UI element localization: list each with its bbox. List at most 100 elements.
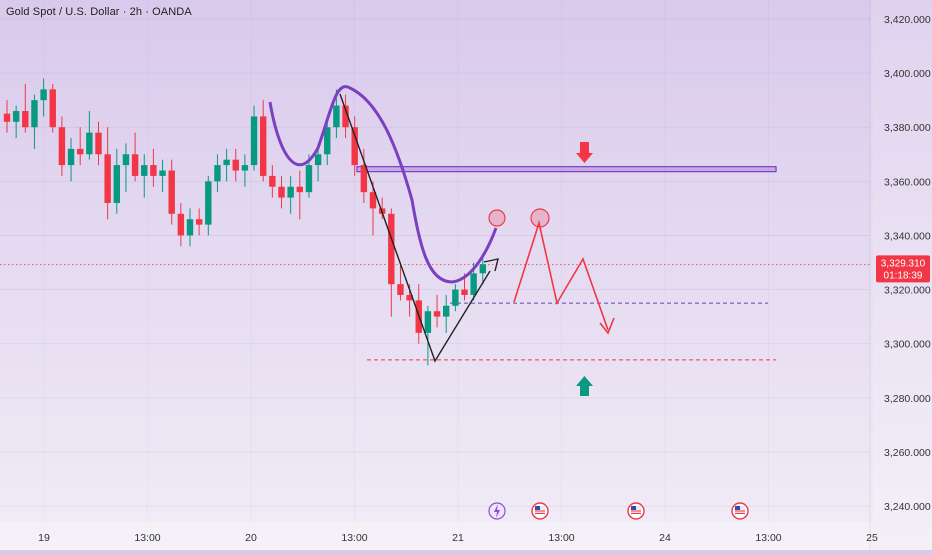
candle <box>12 105 20 139</box>
candle-body <box>369 192 377 209</box>
annotations-drawings[interactable] <box>268 85 615 396</box>
candle <box>205 175 212 236</box>
candle-body <box>150 165 157 176</box>
candle-body <box>461 289 468 295</box>
y-tick-label: 3,360.000 <box>884 176 931 188</box>
y-tick-label: 3,320.000 <box>884 285 931 297</box>
candle <box>296 170 303 220</box>
sell-arrow-icon[interactable] <box>576 142 593 163</box>
candle <box>241 154 249 187</box>
candle-body <box>443 305 450 317</box>
candle <box>58 116 66 176</box>
candle <box>22 83 29 133</box>
candle-body <box>159 170 166 176</box>
candles <box>3 78 486 366</box>
candle-body <box>433 311 441 317</box>
candle <box>159 159 166 193</box>
grid <box>0 18 870 507</box>
candle <box>186 208 194 247</box>
x-tick-label: 25 <box>866 532 878 544</box>
buy-arrow-icon[interactable] <box>576 376 593 396</box>
projection-arrowhead[interactable] <box>599 317 615 335</box>
candle <box>260 100 267 182</box>
candle <box>77 127 84 166</box>
candle <box>67 138 75 182</box>
candle-body <box>177 213 185 236</box>
candle-body <box>406 294 413 301</box>
candle-body <box>333 105 340 128</box>
candle-body <box>424 311 432 333</box>
candle <box>360 148 368 203</box>
candle-body <box>278 186 285 198</box>
x-tick-label: 13:00 <box>341 532 367 544</box>
highlight-circle[interactable] <box>530 208 550 228</box>
candle-body <box>250 116 258 166</box>
candle <box>3 100 11 133</box>
us-flag-icon[interactable] <box>531 502 549 520</box>
candle-body <box>232 159 239 171</box>
candle <box>424 305 432 366</box>
x-tick-label: 21 <box>452 532 464 544</box>
candle-body <box>77 148 84 155</box>
event-markers[interactable] <box>488 502 749 520</box>
trend-curve[interactable] <box>268 85 498 284</box>
candle <box>104 127 111 220</box>
candle-body <box>314 154 322 166</box>
projection-path[interactable] <box>513 219 609 331</box>
v-pattern-arrowhead[interactable] <box>483 258 499 272</box>
candle-body <box>141 165 148 176</box>
candle-body <box>131 154 139 176</box>
v-pattern-line[interactable] <box>339 93 491 363</box>
candle <box>95 121 102 166</box>
candle <box>369 181 377 236</box>
candle-body <box>305 165 313 193</box>
us-flag-icon[interactable] <box>731 502 749 520</box>
candle-body <box>95 132 102 155</box>
time-axis[interactable]: 1913:002013:002113:002413:002513:002613:… <box>0 522 932 550</box>
candle <box>232 148 239 182</box>
candle-body <box>452 289 459 306</box>
lightning-icon[interactable] <box>488 502 506 520</box>
candle-body <box>214 165 221 182</box>
resistance-zone[interactable] <box>356 166 777 173</box>
symbol-title[interactable]: Gold Spot / U.S. Dollar · 2h · OANDA <box>6 6 192 18</box>
candle-body <box>324 127 331 155</box>
candle <box>141 154 148 198</box>
highlight-circle[interactable] <box>488 209 506 227</box>
candle <box>131 132 139 182</box>
candle-body <box>223 159 230 166</box>
candle-body <box>296 186 303 193</box>
us-flag-icon-canton <box>735 506 740 510</box>
y-tick-label: 3,420.000 <box>884 14 931 26</box>
y-tick-label: 3,300.000 <box>884 339 931 351</box>
candle-body <box>351 127 358 166</box>
candle <box>40 78 47 117</box>
y-tick-label: 3,280.000 <box>884 393 931 405</box>
candle <box>479 257 486 285</box>
candle-body <box>31 100 38 128</box>
candle-body <box>22 110 29 128</box>
price-axis[interactable]: 3,420.000 3,400.000 3,380.000 3,360.000 3,34… <box>869 0 932 550</box>
candle <box>214 154 221 193</box>
us-flag-icon-canton <box>535 506 540 510</box>
candle-body <box>67 148 75 166</box>
candle <box>278 175 285 209</box>
candle-body <box>195 219 203 225</box>
candle-body <box>40 89 47 101</box>
candle-body <box>260 116 267 176</box>
candle <box>113 148 120 214</box>
us-flag-icon[interactable] <box>627 502 645 520</box>
us-flag-icon-canton <box>631 506 636 510</box>
candle-body <box>287 186 294 198</box>
candle-body <box>269 175 276 187</box>
candle-body <box>360 165 368 193</box>
candle-body <box>388 213 395 285</box>
annotations-background <box>0 166 870 361</box>
candle <box>86 110 93 160</box>
candle-body <box>168 170 175 214</box>
candle-body <box>113 165 120 203</box>
candle <box>223 148 230 182</box>
